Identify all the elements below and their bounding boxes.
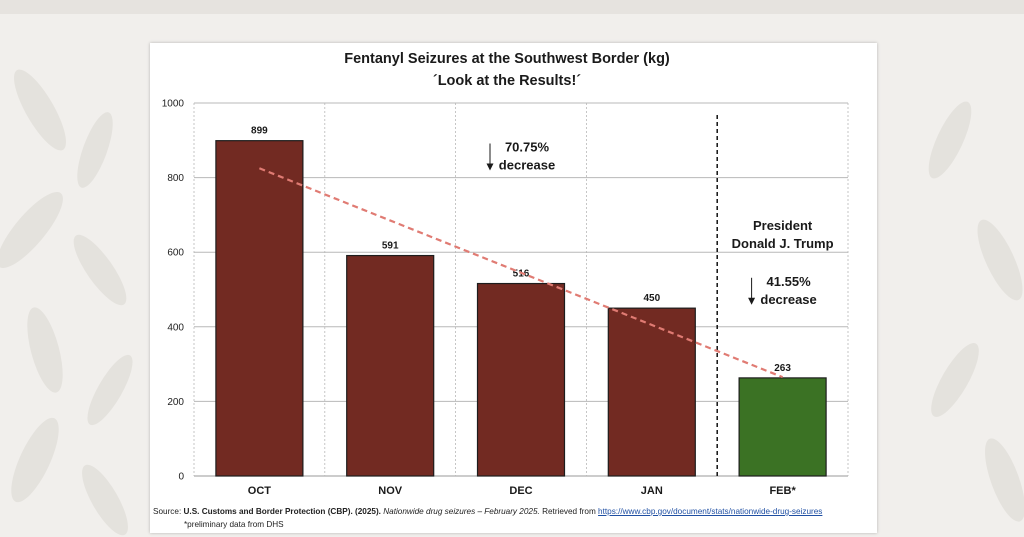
x-tick-label: NOV — [378, 485, 403, 497]
y-tick-label: 0 — [178, 472, 184, 483]
bar — [346, 254, 435, 477]
bar-value-label: 450 — [643, 293, 660, 304]
bar — [215, 140, 304, 477]
decrease-annotation: 70.75% — [505, 139, 550, 154]
y-tick-label: 600 — [167, 248, 184, 259]
bar — [607, 307, 696, 477]
bar-chart: Fentanyl Seizures at the Southwest Borde… — [162, 51, 849, 497]
top-bar — [0, 0, 1024, 14]
bar-value-label: 516 — [513, 269, 530, 280]
bar-value-label: 899 — [251, 126, 268, 137]
y-tick-label: 400 — [167, 322, 184, 333]
x-tick-label: DEC — [509, 485, 532, 497]
source-label: Source: — [153, 507, 184, 516]
source-document: Nationwide drug seizures – February 2025… — [383, 507, 540, 516]
x-tick-label: JAN — [641, 485, 663, 497]
x-tick-label: OCT — [248, 485, 272, 497]
bar-value-label: 263 — [774, 363, 791, 374]
chart-title: Fentanyl Seizures at the Southwest Borde… — [344, 51, 670, 67]
down-arrow-icon — [748, 297, 756, 305]
source-retrieved: Retrieved from — [539, 507, 599, 516]
president-annotation: President — [753, 218, 813, 233]
president-annotation: Donald J. Trump — [732, 236, 834, 251]
y-tick-label: 1000 — [162, 99, 185, 110]
preliminary-note: *preliminary data from DHS — [184, 520, 284, 529]
source-org: U.S. Customs and Border Protection (CBP)… — [183, 507, 381, 516]
trend-line — [258, 167, 784, 379]
chart-subtitle: ´Look at the Results!´ — [433, 73, 581, 89]
down-arrow-icon — [486, 163, 494, 171]
x-tick-label: FEB* — [769, 485, 796, 497]
source-citation: Source: U.S. Customs and Border Protecti… — [153, 507, 873, 516]
y-tick-label: 800 — [167, 173, 184, 184]
decrease-annotation: decrease — [499, 157, 555, 172]
bar — [738, 377, 827, 477]
decrease-annotation: 41.55% — [767, 274, 812, 289]
y-tick-label: 200 — [167, 397, 184, 408]
decrease-annotation: decrease — [760, 292, 816, 307]
source-link[interactable]: https://www.cbp.gov/document/stats/natio… — [598, 507, 823, 516]
chart-slide: Fentanyl Seizures at the Southwest Borde… — [150, 43, 877, 533]
bar-value-label: 591 — [382, 241, 399, 252]
bar — [476, 282, 566, 477]
